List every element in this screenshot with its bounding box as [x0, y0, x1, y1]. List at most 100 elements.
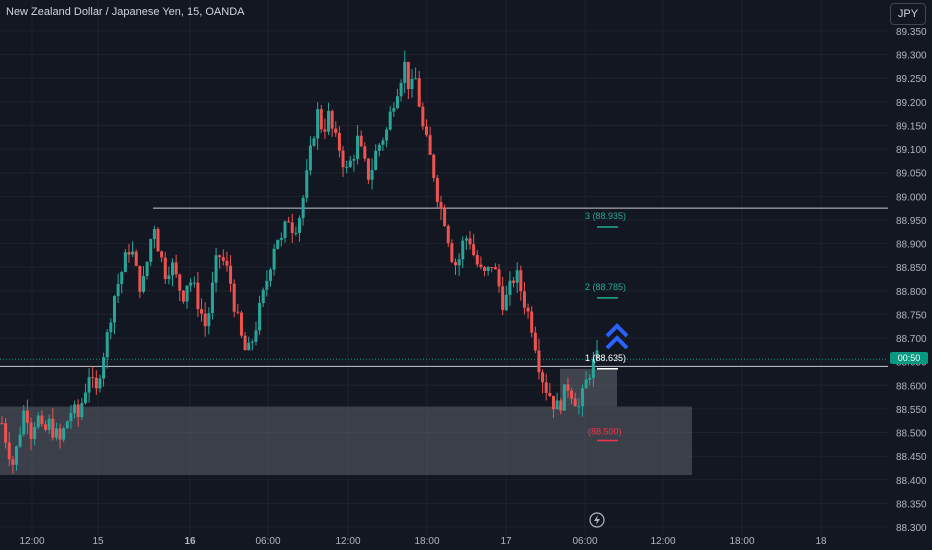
- candle-body: [47, 418, 51, 430]
- candle-body: [551, 395, 555, 410]
- candle-body: [58, 428, 62, 440]
- candle-body: [294, 232, 298, 234]
- candle-body: [381, 140, 385, 145]
- candle-body: [134, 251, 138, 266]
- candle-body: [512, 280, 516, 283]
- candle-body: [428, 135, 432, 155]
- y-tick-label: 89.350: [896, 27, 927, 38]
- x-tick-label: 12:00: [335, 536, 360, 547]
- candle-body: [399, 82, 403, 97]
- candle-body: [98, 378, 102, 389]
- x-tick-label: 06:00: [255, 536, 280, 547]
- countdown-badge: 00:50: [890, 352, 928, 364]
- candle-body: [403, 61, 407, 83]
- candle-body: [279, 237, 283, 240]
- candle-body: [94, 377, 98, 389]
- y-tick-label: 88.900: [896, 240, 927, 251]
- candle-body: [210, 282, 214, 314]
- candle-body: [120, 272, 124, 285]
- candle-body: [189, 282, 193, 286]
- candle-body: [80, 403, 84, 417]
- candle-body: [341, 150, 345, 168]
- candle-body: [421, 106, 425, 127]
- y-tick-label: 88.600: [896, 381, 927, 392]
- candle-body: [203, 313, 207, 327]
- candle-body: [334, 128, 338, 133]
- x-tick-label: 18: [815, 536, 827, 547]
- candle-body: [265, 280, 269, 290]
- candle-body: [366, 158, 370, 180]
- candle-body: [83, 392, 87, 404]
- candle-body: [472, 244, 476, 256]
- candle-body: [152, 229, 156, 240]
- candle-body: [352, 159, 356, 161]
- candle-body: [377, 144, 381, 151]
- y-tick-label: 88.700: [896, 334, 927, 345]
- candle-body: [250, 341, 254, 343]
- candle-body: [15, 446, 19, 465]
- candle-body: [385, 129, 389, 141]
- candle-body: [290, 222, 294, 233]
- candle-body: [207, 313, 211, 327]
- candle-body: [374, 150, 378, 170]
- candle-body: [443, 208, 447, 226]
- entry-box: [560, 368, 617, 407]
- candle-body: [196, 282, 200, 310]
- candle-body: [200, 309, 204, 314]
- candle-body: [457, 259, 461, 266]
- x-tick-label: 06:00: [572, 536, 597, 547]
- candle-body: [475, 255, 479, 265]
- candle-body: [312, 138, 316, 146]
- candle-body: [432, 154, 436, 178]
- candle-body: [69, 413, 73, 422]
- candle-body: [73, 404, 77, 414]
- candle-body: [388, 111, 392, 130]
- candle-body: [218, 255, 222, 258]
- candle-body: [566, 384, 570, 391]
- candle-body: [25, 410, 29, 423]
- currency-button[interactable]: JPY: [890, 3, 926, 25]
- candle-body: [490, 266, 494, 268]
- candle-body: [178, 274, 182, 291]
- candle-body: [591, 358, 595, 378]
- candle-body: [4, 423, 8, 443]
- double-chevron-up-icon: [605, 323, 629, 350]
- candle-body: [131, 251, 135, 255]
- candle-body: [486, 266, 490, 272]
- candle-body: [417, 78, 421, 107]
- candle-body: [316, 109, 320, 139]
- candle-body: [537, 350, 541, 373]
- candle-body: [192, 282, 196, 284]
- candle-body: [345, 166, 349, 168]
- stop-label: (88.500): [588, 427, 622, 437]
- candle-body: [530, 311, 534, 333]
- candle-body: [221, 257, 225, 261]
- candle-body: [356, 135, 360, 160]
- candle-body: [141, 276, 145, 292]
- candle-body: [163, 257, 167, 280]
- lightning-icon: [589, 512, 605, 528]
- candle-body: [254, 330, 258, 342]
- candle-body: [308, 145, 312, 171]
- candle-body: [319, 109, 323, 130]
- candle-body: [112, 296, 116, 323]
- candle-body: [406, 61, 410, 90]
- candle-body: [22, 410, 26, 435]
- candle-body: [298, 218, 301, 233]
- candle-body: [410, 79, 414, 90]
- candle-body: [258, 302, 262, 331]
- candle-body: [573, 398, 577, 407]
- y-tick-label: 89.000: [896, 192, 927, 203]
- x-tick-label: 18:00: [414, 536, 439, 547]
- candle-body: [268, 269, 272, 281]
- candle-body: [272, 248, 276, 270]
- candle-body: [501, 286, 505, 311]
- candle-body: [468, 238, 472, 245]
- x-tick-label: 15: [92, 536, 104, 547]
- candle-body: [174, 262, 178, 275]
- candle-body: [479, 264, 483, 268]
- candle-body: [287, 221, 291, 223]
- candle-body: [65, 421, 69, 429]
- candle-body: [127, 252, 131, 255]
